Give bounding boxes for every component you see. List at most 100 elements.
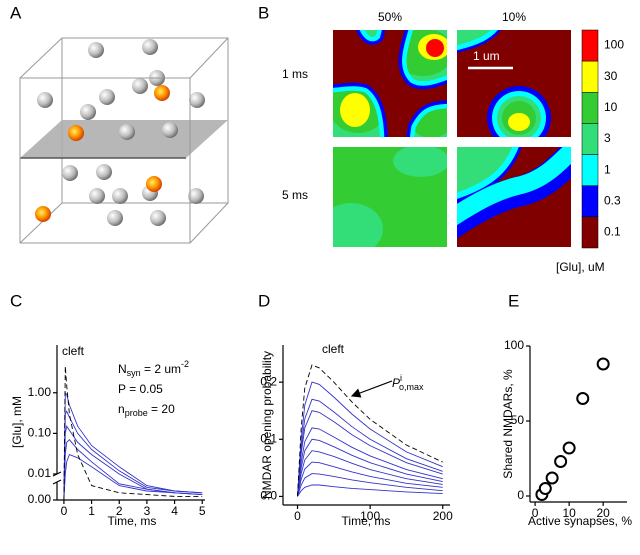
annotation-part: o,max xyxy=(399,382,424,392)
panel-label: D xyxy=(258,291,270,310)
colorbar-cell xyxy=(581,154,599,186)
colorbar-label: 3 xyxy=(604,131,611,145)
annotation-part: syn xyxy=(127,368,141,378)
x-axis-label: Active synapses, % xyxy=(528,514,632,528)
colorbar-label: 1 xyxy=(604,162,611,176)
y-tick-label: 0.1 xyxy=(260,431,277,445)
active-sphere xyxy=(154,85,170,101)
contour xyxy=(426,39,444,57)
annotation: cleft xyxy=(322,342,345,356)
colorbar-label: 0.3 xyxy=(604,193,621,207)
sphere xyxy=(89,188,105,204)
sphere xyxy=(88,42,104,58)
contour xyxy=(457,30,498,51)
colorbar-cell xyxy=(581,29,599,62)
colorbar-label: 100 xyxy=(604,38,624,52)
annotation-part: N xyxy=(118,362,127,376)
annotation-part: n xyxy=(118,402,125,416)
data-point xyxy=(538,482,552,495)
contour-map xyxy=(333,30,447,137)
contour xyxy=(508,113,530,131)
y-tick-label: 0 xyxy=(517,488,524,502)
data-line xyxy=(297,410,443,497)
colorbar-title: [Glu], uM xyxy=(556,260,605,274)
y-axis-label: NMDAR opening probability xyxy=(260,351,274,499)
x-tick-label: 5 xyxy=(199,504,206,518)
contour xyxy=(333,203,383,247)
colorbar-label: 0.1 xyxy=(604,225,621,239)
sphere xyxy=(62,165,78,181)
annotation-part: cleft xyxy=(322,342,345,356)
x-axis-label: Time, ms xyxy=(108,514,157,528)
annotation: Pi o,max xyxy=(392,373,424,392)
annotation: P = 0.05 xyxy=(118,382,163,396)
colorbar-label: 10 xyxy=(604,100,618,114)
annotation-part: P = 0.05 xyxy=(118,382,163,396)
colorbar-cell xyxy=(581,60,599,93)
column-header: 50% xyxy=(378,10,402,24)
data-line xyxy=(297,398,443,497)
data-line xyxy=(63,391,203,501)
data-line xyxy=(297,438,443,497)
colorbar-cell xyxy=(581,216,599,249)
sphere xyxy=(112,188,128,204)
contour-map xyxy=(457,147,571,247)
data-line xyxy=(297,484,443,497)
annotation-part: = 2 um xyxy=(141,362,181,376)
y-tick-label: 0.0 xyxy=(260,489,277,503)
x-tick-label: 1 xyxy=(88,504,95,518)
data-line xyxy=(297,364,443,497)
data-point xyxy=(554,455,568,468)
panel-label: A xyxy=(10,3,22,22)
data-line xyxy=(297,461,443,497)
y-tick-label: 0.10 xyxy=(28,426,52,440)
x-tick-label: 200 xyxy=(433,509,453,523)
panel-label: E xyxy=(508,291,519,310)
sphere xyxy=(37,92,53,108)
sphere xyxy=(119,124,135,140)
y-tick-label: 0.01 xyxy=(28,466,52,480)
panel-label: C xyxy=(10,291,22,310)
sphere xyxy=(80,104,96,120)
sphere xyxy=(99,89,115,105)
sphere xyxy=(150,210,166,226)
sphere xyxy=(96,164,112,180)
data-point xyxy=(545,471,559,485)
x-tick-label: 10 xyxy=(562,506,576,520)
contour xyxy=(333,30,447,137)
data-line xyxy=(63,439,203,501)
annotation-arrow xyxy=(350,380,393,398)
x-tick-label: 20 xyxy=(596,506,610,520)
x-tick-label: 0 xyxy=(532,506,539,520)
annotation-part: probe xyxy=(125,408,148,418)
sphere xyxy=(188,188,204,204)
y-axis-label: Shared NMDARs, % xyxy=(501,369,515,479)
contour-map xyxy=(333,147,447,247)
cube-edges xyxy=(19,37,229,244)
x-tick-label: 2 xyxy=(116,504,123,518)
contour xyxy=(457,147,571,226)
contour-map: 1 um xyxy=(457,30,571,137)
annotation-part: -2 xyxy=(181,359,189,369)
data-line xyxy=(63,454,203,501)
colorbar-cell xyxy=(581,185,599,218)
annotation-part: P xyxy=(392,376,400,390)
data-line xyxy=(297,450,443,497)
data-line xyxy=(297,381,443,497)
annotation-part: cleft xyxy=(62,344,85,358)
row-header: 5 ms xyxy=(282,188,308,202)
annotation: nprobe = 20 xyxy=(118,402,175,418)
active-sphere xyxy=(68,125,84,141)
contour xyxy=(393,147,447,177)
colorbar: 100 30 10 3 1 0.3 0.1 xyxy=(581,29,624,249)
data-line xyxy=(63,425,203,501)
row-header: 1 ms xyxy=(282,67,308,81)
colorbar-cell xyxy=(581,123,599,155)
data-point xyxy=(576,392,590,405)
y-tick-label: 100 xyxy=(504,338,524,352)
y-tick-label: 50 xyxy=(511,413,525,427)
annotation-part: i xyxy=(400,373,402,383)
annotation-part: = 20 xyxy=(148,402,175,416)
